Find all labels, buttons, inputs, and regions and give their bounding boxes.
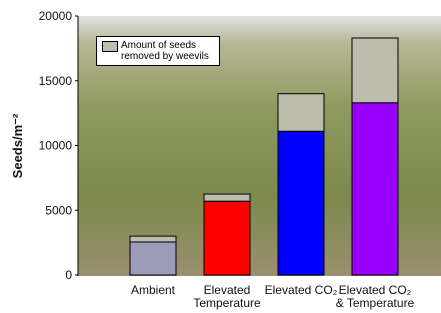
x-tick-label: Elevated CO₂& Temperature [336,283,415,310]
bar-segment [204,194,250,201]
bar-segment [352,103,398,275]
y-tick-label: 10000 [39,139,73,153]
x-tick-label-line: Elevated [204,283,251,297]
x-tick-label-line: Ambient [131,283,176,297]
x-tick-label: Elevated CO₂ [265,283,338,297]
x-tick-label-line: Elevated CO₂ [339,283,412,297]
chart-page: {"chart_data": {"type": "stacked-bar", "… [0,0,441,313]
y-tick-label: 15000 [39,74,73,88]
legend-label: Amount of seeds removed by weevils [121,40,209,62]
chart: Seeds/m⁻² 0 5000 10000 15000 20000 Ambient Ele… [0,0,441,313]
bar-segment [278,131,324,275]
bar-segment [130,236,176,242]
x-tick-label-line: Elevated CO₂ [265,283,338,297]
bar-segment [278,94,324,132]
bar-segment [130,242,176,275]
y-axis-label: Seeds/m⁻² [10,113,25,178]
x-tick-label: Ambient [131,283,176,297]
legend: Amount of seeds removed by weevils [96,36,220,66]
bar-segment [352,38,398,103]
x-tick-label-line: Temperature [193,296,261,310]
y-tick-label: 5000 [45,203,72,217]
x-tick-label-line: & Temperature [336,296,415,310]
legend-swatch [102,41,118,52]
y-tick-label: 20000 [39,9,73,23]
y-tick-label: 0 [65,268,72,282]
bar-segment [204,201,250,275]
